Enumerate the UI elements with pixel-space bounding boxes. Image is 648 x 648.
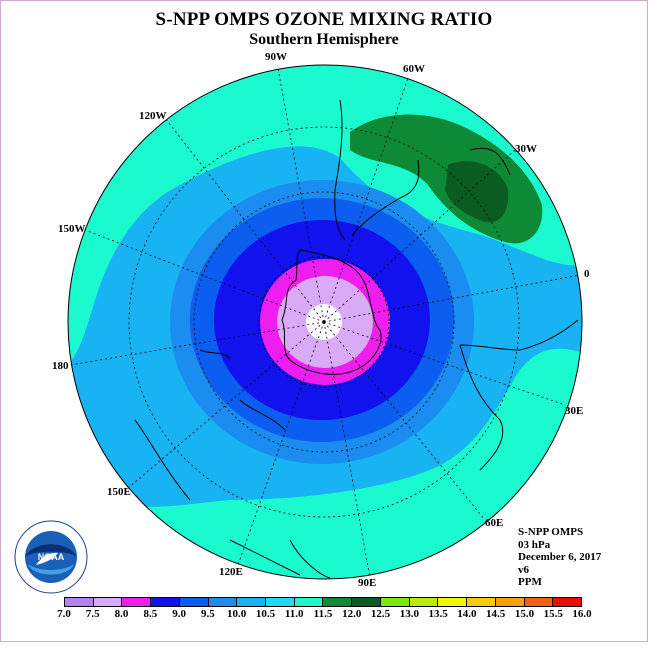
colorbar-ticks: 7.0 7.5 8.0 8.5 9.0 9.5 10.0 10.5 11.0 11.5 12.0 12… (57, 608, 592, 622)
colorbar-swatch (266, 598, 295, 606)
map-boundary (67, 64, 583, 580)
meridian-label-0: 0 (584, 268, 590, 280)
meridian-label-150w: 150W (58, 223, 86, 235)
colorbar-tick-label: 9.0 (172, 608, 186, 620)
meridian-label-120e: 120E (219, 566, 243, 578)
graticule (69, 67, 581, 579)
colorbar-tick-label: 10.5 (255, 608, 276, 620)
meridian-label-60w: 60W (403, 63, 425, 75)
meridian-label-150e: 150E (107, 486, 131, 498)
colorbar-swatch (323, 598, 353, 606)
colorbar-tick-label: 8.5 (143, 608, 158, 620)
version-label: v6 (518, 563, 529, 576)
colorbar-swatch (524, 598, 554, 606)
colorbar-tick-label: 14.5 (486, 608, 506, 620)
band-12-0 (445, 161, 509, 223)
colorbar-swatch (294, 598, 324, 606)
units-label: PPM (518, 576, 542, 588)
colorbar-swatch (553, 598, 581, 606)
coastlines (134, 99, 579, 579)
noaa-logo-icon: NOAA (14, 520, 88, 594)
colorbar-swatch (237, 598, 267, 606)
map-subtitle: Southern Hemisphere (249, 31, 399, 48)
colorbar-tick-label: 11.0 (284, 608, 304, 620)
noaa-logo-text: NOAA (38, 552, 65, 562)
colorbar-swatch (380, 598, 410, 606)
colorbar-swatch (65, 598, 94, 606)
colorbar-tick-label: 13.0 (399, 608, 419, 620)
colorbar-tick-label: 12.0 (342, 608, 362, 620)
meridian-label-120w: 120W (139, 110, 167, 122)
colorbar-tick-label: 8.0 (114, 608, 129, 620)
meridian-label-180: 180 (52, 360, 69, 372)
colorbar-swatch (467, 598, 496, 606)
colorbar-tick-label: 11.5 (313, 608, 333, 620)
colorbar-tick-label: 7.0 (57, 608, 71, 620)
colorbar-tick-label: 13.5 (428, 608, 448, 620)
colorbar-swatch (495, 598, 525, 606)
colorbar-swatch (179, 598, 209, 606)
meridian-label-30e: 30E (565, 405, 584, 417)
meridian-label-30w: 30W (515, 143, 537, 155)
colorbar-tick-label: 12.5 (370, 608, 391, 620)
meridian-label-90e: 90E (358, 577, 377, 589)
colorbar-swatch (352, 598, 381, 606)
colorbar-tick-label: 9.5 (201, 608, 215, 620)
date-label: December 6, 2017 (518, 551, 602, 563)
pressure-level-label: 03 hPa (518, 538, 551, 551)
colorbar-swatch (208, 598, 238, 606)
meridian-label-60e: 60E (485, 517, 504, 529)
colorbar-swatch (438, 598, 468, 606)
colorbar (64, 597, 582, 607)
colorbar-tick-label: 7.5 (85, 608, 100, 620)
instrument-label: S-NPP OMPS (518, 526, 584, 538)
map-info-block: S-NPP OMPS 03 hPa December 6, 2017 v6 PP… (518, 526, 601, 589)
colorbar-tick-label: 10.0 (227, 608, 247, 620)
colorbar-tick-label: 15.0 (514, 608, 535, 620)
colorbar-swatch (151, 598, 180, 606)
colorbar-tick-label: 14.0 (457, 608, 477, 620)
map-title: S-NPP OMPS OZONE MIXING RATIO (155, 9, 493, 30)
colorbar-swatch (93, 598, 123, 606)
colorbar-swatch (122, 598, 152, 606)
colorbar-tick-label: 15.5 (543, 608, 563, 620)
colorbar-tick-label: 16.0 (572, 608, 592, 620)
meridian-label-90w: 90W (265, 51, 287, 63)
band-11-south (68, 348, 582, 579)
colorbar-swatch (409, 598, 439, 606)
